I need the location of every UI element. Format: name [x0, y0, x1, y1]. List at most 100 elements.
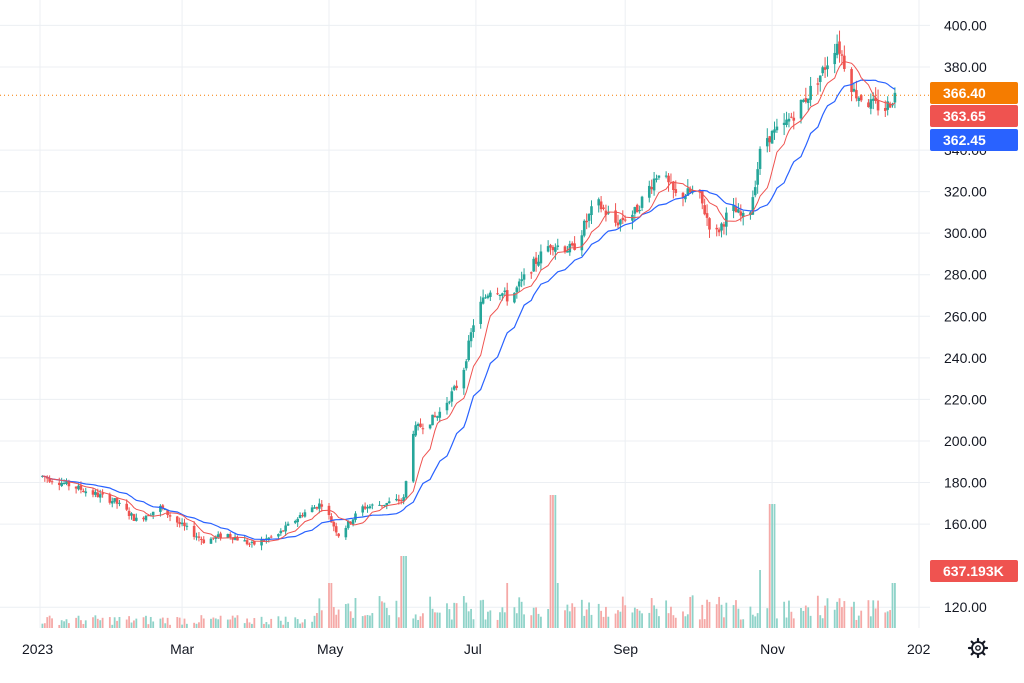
volume-bar: [819, 615, 822, 628]
candle-body: [486, 295, 490, 298]
volume-bar: [877, 600, 879, 628]
volume-bar: [80, 620, 82, 628]
candle-body: [416, 423, 420, 427]
volume-bar: [891, 583, 894, 628]
volume-bar: [802, 610, 805, 628]
volume-bar: [311, 621, 314, 628]
volume-bar: [571, 603, 574, 628]
candle-body: [421, 428, 425, 430]
candle-body: [765, 138, 769, 147]
candle-body: [132, 514, 136, 521]
volume-bar: [46, 617, 49, 628]
candle-body: [546, 246, 550, 252]
y-tick-label: 380.00: [944, 59, 987, 75]
volume-bar: [385, 607, 388, 628]
volume-bar: [556, 583, 559, 628]
volume-bar: [352, 617, 354, 628]
candle-body: [722, 224, 726, 227]
y-tick-label: 120.00: [944, 599, 987, 615]
candle-body: [293, 520, 297, 523]
candle-body: [732, 205, 735, 212]
candle-body: [790, 116, 793, 118]
candle-body: [835, 43, 839, 56]
volume-bar: [234, 617, 236, 628]
candle-body: [195, 536, 198, 538]
candle-body: [816, 83, 820, 85]
candle-body: [183, 522, 186, 527]
candle-body: [621, 217, 625, 221]
candle-body: [163, 509, 167, 511]
candle-body: [664, 175, 668, 177]
candle-body: [98, 494, 102, 498]
volume-bar: [84, 620, 87, 628]
candle-body: [838, 41, 841, 54]
volume-bar: [467, 611, 470, 628]
candle-body: [580, 235, 584, 251]
candle-body: [479, 301, 483, 324]
volume-bar: [768, 504, 771, 628]
volume-bar: [51, 618, 53, 628]
candle-body: [638, 210, 641, 212]
candle-body: [332, 522, 336, 527]
candle-body: [349, 521, 352, 524]
candle-body: [614, 210, 617, 223]
candle-body: [635, 204, 639, 213]
volume-bar: [653, 605, 655, 628]
candle-body: [209, 538, 213, 544]
candle-body: [619, 219, 622, 225]
volume-bar: [161, 617, 164, 628]
volume-bar: [470, 608, 472, 628]
volume-bar: [689, 596, 692, 628]
volume-bar: [602, 616, 605, 628]
candle-body: [337, 533, 340, 537]
price-badge-label: 366.40: [943, 85, 986, 101]
volume-bar: [754, 616, 757, 628]
candle-body: [833, 52, 837, 65]
volume-bar: [821, 618, 824, 628]
volume-bar: [648, 612, 651, 628]
volume-bar: [277, 616, 280, 628]
volume-bar: [422, 613, 424, 628]
volume-bar: [771, 504, 773, 628]
volume-bar: [152, 621, 155, 628]
volume-bar: [369, 615, 371, 628]
volume-bar: [246, 618, 249, 628]
volume-bar: [436, 612, 439, 628]
volume-bar: [294, 617, 297, 628]
y-tick-label: 400.00: [944, 17, 987, 33]
candle-body: [216, 534, 220, 538]
candle-body: [556, 245, 560, 247]
volume-bar: [142, 617, 145, 628]
candle-body: [351, 519, 355, 525]
candle-body: [450, 391, 454, 402]
candle-body: [366, 507, 369, 509]
y-tick-label: 280.00: [944, 267, 987, 283]
volume-bar: [113, 617, 116, 628]
candle-body: [108, 494, 112, 503]
settings-gear-icon[interactable]: [967, 637, 989, 659]
volume-bar: [487, 611, 489, 628]
volume-bar: [667, 613, 670, 628]
volume-bar: [354, 598, 357, 628]
candle-body: [267, 537, 271, 539]
volume-bar: [41, 623, 44, 628]
candle-body: [657, 175, 661, 178]
candle-body: [517, 281, 521, 287]
volume-bar: [217, 619, 220, 628]
candle-body: [650, 187, 653, 190]
y-tick-label: 220.00: [944, 391, 987, 407]
candle-body: [623, 219, 627, 221]
volume-bar: [193, 622, 196, 628]
volume-bar: [665, 600, 668, 628]
volume-bar: [739, 619, 742, 628]
candle-body: [770, 130, 774, 144]
volume-bar: [118, 617, 121, 628]
volume-bar: [776, 618, 778, 628]
candle-body: [462, 369, 466, 389]
candle-body: [549, 245, 552, 248]
candle-body: [399, 500, 403, 502]
volume-bar: [732, 605, 735, 628]
volume-bar: [756, 613, 759, 628]
price-badge-label: 363.65: [943, 108, 986, 124]
